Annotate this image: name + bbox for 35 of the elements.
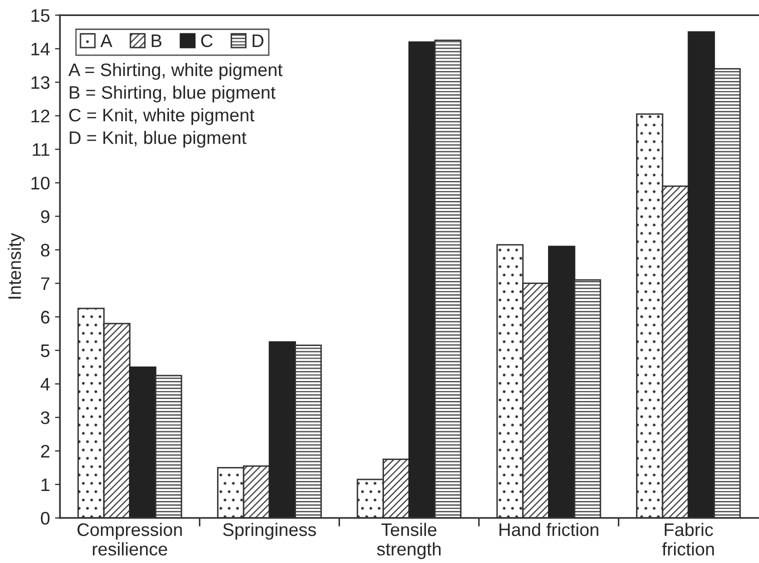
- x-tick-label: Tensile strength: [376, 522, 441, 560]
- x-tick-label: Fabric friction: [662, 522, 714, 556]
- y-tick-label: 5: [40, 344, 50, 358]
- y-tick-label: 4: [40, 378, 50, 390]
- y-tick-label: 6: [41, 310, 50, 324]
- y-tick-label: 0: [40, 512, 50, 525]
- y-axis-title: Intensity: [8, 232, 25, 299]
- x-tick-label: Springiness: [223, 522, 316, 540]
- y-tick-label: 3: [40, 411, 50, 424]
- annotation: C = Knit, white pigment: [69, 108, 254, 126]
- y-tick-label: 9: [41, 210, 50, 224]
- annotation: D = Knit, blue pigment: [70, 130, 246, 148]
- y-tick-label: 1: [42, 478, 50, 491]
- y-tick-label: 7: [41, 277, 50, 290]
- legend-label: D: [252, 34, 264, 47]
- y-tick-label: 15: [32, 9, 50, 22]
- annotation: A = Shirting, white pigment: [68, 62, 282, 80]
- y-tick-label: 11: [32, 143, 50, 156]
- bar: [129, 366, 156, 518]
- y-tick-label: 8: [40, 244, 50, 257]
- y-tick-label: 12: [32, 110, 50, 122]
- y-tick-label: 2: [41, 444, 50, 458]
- x-tick-label: Hand friction: [500, 522, 598, 536]
- bar: [688, 31, 715, 518]
- legend-label: B: [152, 34, 162, 47]
- annotation: B = Shirting, blue pigment: [70, 86, 276, 102]
- bar: [268, 341, 296, 518]
- bar: [408, 41, 436, 518]
- y-tick-label: 14: [32, 42, 50, 56]
- y-tick-label: 13: [32, 76, 50, 89]
- x-tick-label: Compression resilience: [78, 522, 182, 556]
- legend-label: C: [201, 34, 213, 48]
- y-tick-label: 10: [32, 176, 50, 190]
- bar: [548, 246, 576, 518]
- legend-label: A: [100, 34, 112, 47]
